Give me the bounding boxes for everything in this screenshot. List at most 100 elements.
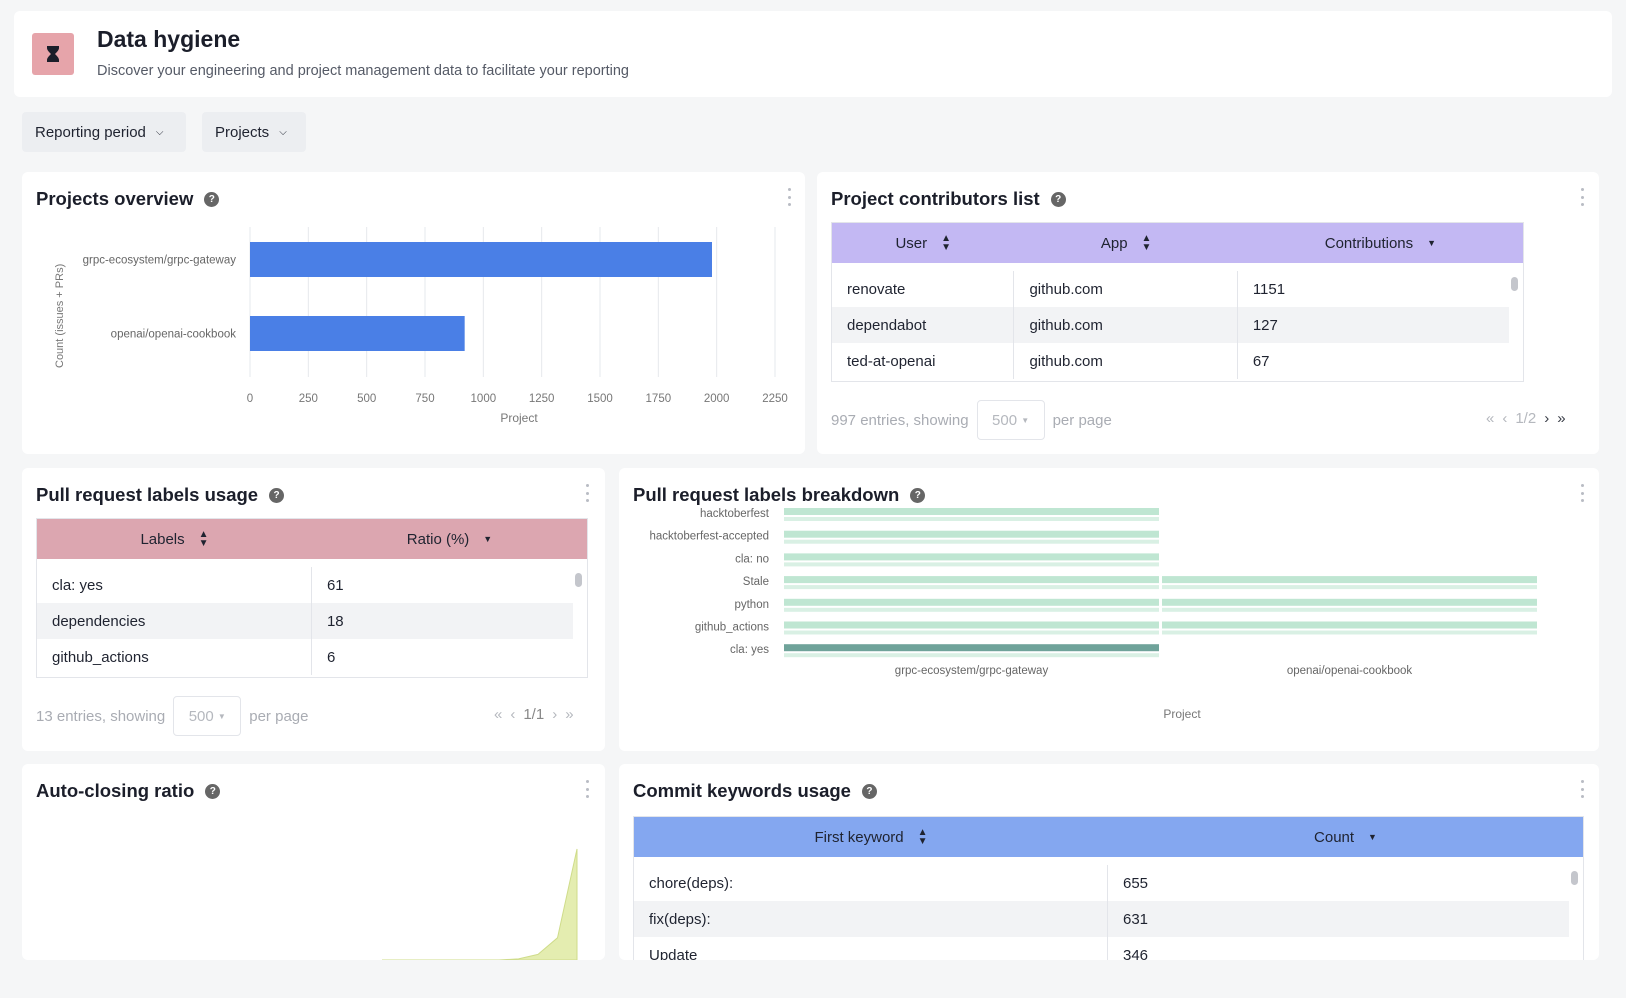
cell-ratio: 6 bbox=[326, 648, 336, 666]
projects-label: Projects bbox=[215, 123, 270, 141]
cell-count: 655 bbox=[1122, 874, 1149, 892]
per-page-select[interactable]: 500 ▼ bbox=[173, 696, 242, 736]
bar bbox=[784, 530, 1159, 538]
table-header: Labels ▲ ▼ Ratio (%) ▼ bbox=[37, 519, 587, 559]
more-options-icon[interactable] bbox=[1579, 484, 1585, 502]
table-header: User ▲ ▼ App ▲ ▼ Contributions ▼ bbox=[832, 223, 1523, 263]
last-page-icon[interactable]: » bbox=[565, 706, 574, 723]
entries-count: 13 entries, showing bbox=[36, 707, 166, 725]
cell-user: ted-at-openai bbox=[832, 343, 1015, 379]
cell-contributions: 1151 bbox=[1252, 280, 1286, 298]
x-tick-label: 1500 bbox=[587, 393, 613, 405]
more-options-icon[interactable] bbox=[584, 780, 590, 798]
help-icon[interactable]: ? bbox=[1050, 191, 1066, 207]
bar-segment bbox=[1162, 585, 1537, 590]
page-indicator: 1/1 bbox=[523, 706, 545, 723]
y-tick-label: openai/openai-cookbook bbox=[111, 329, 237, 341]
pagination-nav: « ‹ 1/1 › » bbox=[494, 706, 574, 723]
y-tick-label: github_actions bbox=[695, 622, 769, 634]
y-tick-label: hacktoberfest bbox=[700, 508, 770, 520]
bar bbox=[250, 316, 465, 351]
more-options-icon[interactable] bbox=[1579, 188, 1585, 206]
table-row[interactable]: cla: yes 61 bbox=[37, 567, 573, 603]
table-row[interactable]: chore(deps): 655 bbox=[634, 865, 1569, 901]
per-page-label: per page bbox=[249, 707, 309, 725]
bar bbox=[784, 598, 1159, 606]
cell-keyword: fix(deps): bbox=[634, 901, 1108, 937]
table-row[interactable]: github_actions 6 bbox=[37, 639, 573, 675]
table-row[interactable]: dependabot github.com 127 bbox=[832, 307, 1509, 343]
contributors-card: Project contributors list ? User ▲ ▼ App ▲ ▼… bbox=[817, 172, 1599, 454]
column-app[interactable]: App ▲ ▼ bbox=[1100, 233, 1152, 253]
bar bbox=[250, 242, 712, 277]
more-options-icon[interactable] bbox=[1579, 780, 1585, 798]
next-page-icon[interactable]: › bbox=[552, 706, 558, 723]
last-page-icon[interactable]: » bbox=[1557, 410, 1566, 427]
projects-dropdown[interactable]: Projects ⌵ bbox=[202, 112, 306, 152]
help-icon[interactable]: ? bbox=[204, 191, 220, 207]
page-header: Data hygiene Discover your engineering a… bbox=[14, 11, 1612, 97]
help-icon[interactable]: ? bbox=[861, 783, 877, 799]
bar bbox=[784, 621, 1159, 629]
cell-ratio: 18 bbox=[326, 612, 344, 630]
column-ratio[interactable]: Ratio (%) ▼ bbox=[406, 530, 493, 548]
table-header: First keyword ▲ ▼ Count ▼ bbox=[634, 817, 1583, 857]
bar bbox=[1162, 621, 1537, 629]
y-tick-label: hacktoberfest-accepted bbox=[649, 531, 769, 543]
reporting-period-dropdown[interactable]: Reporting period ⌵ bbox=[22, 112, 186, 152]
bar bbox=[784, 508, 1159, 515]
x-tick-label: 1000 bbox=[471, 393, 497, 405]
table-row[interactable]: fix(deps): 631 bbox=[634, 901, 1569, 937]
table-row[interactable]: dependencies 18 bbox=[37, 603, 573, 639]
cell-count: 346 bbox=[1122, 946, 1149, 961]
column-user[interactable]: User ▲ ▼ bbox=[895, 233, 952, 253]
first-page-icon[interactable]: « bbox=[494, 706, 503, 723]
bar bbox=[784, 576, 1159, 584]
scrollbar-thumb[interactable] bbox=[575, 573, 582, 587]
per-page-label: per page bbox=[1052, 411, 1112, 429]
cell-count: 631 bbox=[1122, 910, 1149, 928]
more-options-icon[interactable] bbox=[584, 484, 590, 502]
cell-label: cla: yes bbox=[37, 567, 312, 603]
x-tick-label: 250 bbox=[299, 393, 318, 405]
column-first-keyword[interactable]: First keyword ▲ ▼ bbox=[814, 827, 928, 847]
card-title: Pull request labels breakdown ? bbox=[633, 484, 926, 506]
cell-app: github.com bbox=[1014, 271, 1238, 307]
help-icon[interactable]: ? bbox=[205, 783, 221, 799]
help-icon[interactable]: ? bbox=[910, 487, 926, 503]
x-tick-label: 2250 bbox=[762, 393, 788, 405]
table-body: renovate github.com 1151 dependabot gith… bbox=[832, 271, 1509, 379]
first-page-icon[interactable]: « bbox=[1486, 410, 1495, 427]
pr-labels-breakdown-card: Pull request labels breakdown ? Project … bbox=[619, 468, 1599, 751]
chart-xlabel: Project bbox=[500, 411, 538, 425]
table-row[interactable]: renovate github.com 1151 bbox=[832, 271, 1509, 307]
entries-count: 997 entries, showing bbox=[831, 411, 969, 429]
chevron-down-icon: ⌵ bbox=[155, 126, 164, 138]
table-row[interactable]: ted-at-openai github.com 67 bbox=[832, 343, 1509, 379]
more-options-icon[interactable] bbox=[786, 188, 792, 206]
prev-page-icon[interactable]: ‹ bbox=[1502, 410, 1508, 427]
card-title: Auto-closing ratio ? bbox=[36, 780, 221, 802]
scrollbar-thumb[interactable] bbox=[1511, 277, 1518, 291]
bar bbox=[784, 553, 1159, 561]
pr-labels-usage-card: Pull request labels usage ? Labels ▲ ▼ Rat… bbox=[22, 468, 605, 751]
bar-segment bbox=[784, 517, 1159, 521]
auto-closing-chart bbox=[382, 848, 578, 960]
sort-desc-icon: ▼ bbox=[1368, 832, 1377, 842]
per-page-select[interactable]: 500 ▼ bbox=[976, 400, 1045, 440]
contributors-table: User ▲ ▼ App ▲ ▼ Contributions ▼ renovate git… bbox=[831, 222, 1524, 382]
column-count[interactable]: Count ▼ bbox=[1314, 828, 1377, 846]
commit-keywords-card: Commit keywords usage ? First keyword ▲ ▼ … bbox=[619, 764, 1599, 960]
x-tick-label: 1250 bbox=[529, 393, 555, 405]
help-icon[interactable]: ? bbox=[269, 487, 285, 503]
cell-ratio: 61 bbox=[326, 576, 344, 594]
column-labels[interactable]: Labels ▲ ▼ bbox=[140, 529, 209, 549]
prev-page-icon[interactable]: ‹ bbox=[510, 706, 516, 723]
table-row[interactable]: Update 346 bbox=[634, 937, 1569, 960]
scrollbar-thumb[interactable] bbox=[1571, 871, 1578, 885]
column-contributions[interactable]: Contributions ▼ bbox=[1324, 234, 1437, 252]
next-page-icon[interactable]: › bbox=[1544, 410, 1550, 427]
cell-label: github_actions bbox=[37, 639, 312, 675]
sort-desc-icon: ▼ bbox=[1427, 238, 1437, 248]
bar-segment bbox=[784, 653, 1159, 658]
